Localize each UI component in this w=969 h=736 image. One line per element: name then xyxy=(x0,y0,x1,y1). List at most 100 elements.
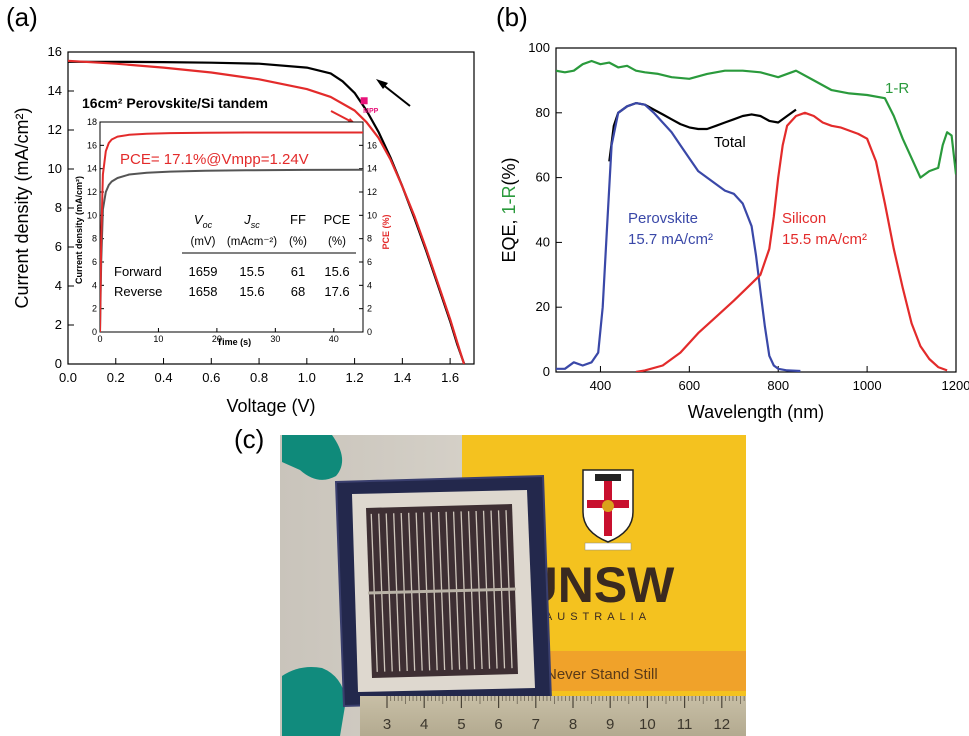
chart-a-title: 16cm² Perovskite/Si tandem xyxy=(82,95,268,111)
table-row-reverse-label: Reverse xyxy=(114,284,162,299)
inset-y2tick-label: 8 xyxy=(367,234,372,244)
inset-ytick-label: 6 xyxy=(92,257,97,267)
chart-b-curves xyxy=(556,59,956,372)
chart-b-ylabel: EQE, 1-R(%) xyxy=(499,157,519,262)
inset-y2tick-label: 10 xyxy=(367,210,377,220)
panel-b-label: (b) xyxy=(496,2,528,32)
chart-a-curves xyxy=(68,59,466,364)
inset-y2tick-label: 4 xyxy=(367,280,372,290)
cell-busbar xyxy=(367,587,517,595)
inset-y2tick-label: 6 xyxy=(367,257,372,267)
chart-b-xtick-label: 1000 xyxy=(853,378,882,393)
table-row-reverse-jsc: 15.6 xyxy=(239,284,264,299)
chart-b-ytick-label: 40 xyxy=(536,234,550,249)
inset-ytick-label: 8 xyxy=(92,234,97,244)
tandem-cell xyxy=(334,474,553,708)
curve-silicon xyxy=(635,111,948,372)
ruler-number: 12 xyxy=(713,716,730,733)
table-unit-jsc: (mAcm⁻²) xyxy=(227,236,277,248)
unsw-crest-icon xyxy=(582,469,634,551)
table-header-pce: PCE xyxy=(324,212,351,227)
chart-b-ytick-label: 80 xyxy=(536,105,550,120)
series-label-silicon: Silicon xyxy=(782,210,826,227)
table-row-forward-voc: 1659 xyxy=(189,264,218,279)
inset-pce-text: PCE= 17.1%@Vmpp=1.24V xyxy=(120,151,309,168)
inset-ytick-label: 10 xyxy=(87,210,97,220)
series-label-total: Total xyxy=(714,134,746,151)
chart-a-xtick-label: 0.8 xyxy=(250,370,268,385)
mpp-marker xyxy=(360,97,368,105)
chart-a-xtick-label: 1.0 xyxy=(298,370,316,385)
table-row-forward-jsc: 15.5 xyxy=(239,264,264,279)
inset-table: Voc Jsc FF PCE (mV) (mAcm⁻²) (%) (%) For… xyxy=(114,212,356,299)
inset-xtick-label: 40 xyxy=(329,334,339,344)
inset-y2tick-label: 0 xyxy=(367,327,372,337)
chart-b-xlabel: Wavelength (nm) xyxy=(688,402,824,422)
chart-a-ylabel: Current density (mA/cm²) xyxy=(12,107,32,308)
series-label-perovskite: Perovskite xyxy=(628,210,698,227)
inset-ytick-label: 16 xyxy=(87,140,97,150)
series-value-silicon: 15.5 mA/cm² xyxy=(782,231,867,248)
chart-a-xtick-label: 1.4 xyxy=(393,370,411,385)
chart-b-ytick-label: 20 xyxy=(536,299,550,314)
table-row-forward-pce: 15.6 xyxy=(324,264,349,279)
gloved-thumb xyxy=(282,667,346,736)
chart-b-xtick-label: 600 xyxy=(678,378,700,393)
chart-a-ytick-label: 10 xyxy=(48,161,62,176)
inset-y2label: PCE (%) xyxy=(381,214,391,249)
chart-a-xtick-label: 1.6 xyxy=(441,370,459,385)
panel-c-label: (c) xyxy=(234,424,264,454)
jv-curve-forward xyxy=(68,59,466,364)
chart-b-ytick-label: 0 xyxy=(543,364,550,379)
inset-xtick-label: 30 xyxy=(270,334,280,344)
inset-ytick-label: 18 xyxy=(87,117,97,127)
chart-b-xtick-label: 800 xyxy=(767,378,789,393)
unsw-logo-subtext: AUSTRALIA xyxy=(545,611,651,623)
table-row-reverse-ff: 68 xyxy=(291,284,305,299)
table-header-ff: FF xyxy=(290,212,306,227)
chart-a-ytick-label: 4 xyxy=(55,278,62,293)
inset-ytick-label: 14 xyxy=(87,164,97,174)
ruler-number: 10 xyxy=(639,716,656,733)
inset-curves xyxy=(100,131,363,332)
table-header-jsc: Jsc xyxy=(243,212,260,230)
inset-xtick-label: 10 xyxy=(153,334,163,344)
chart-a-ytick-label: 16 xyxy=(48,44,62,59)
inset-current-trace xyxy=(100,168,363,332)
table-unit-pce: (%) xyxy=(328,236,346,248)
chart-b-xtick-label: 1200 xyxy=(942,378,969,393)
chart-a-ytick-label: 6 xyxy=(55,239,62,254)
ruler-number: 9 xyxy=(606,716,614,733)
chart-a-xtick-label: 0.6 xyxy=(202,370,220,385)
chart-a-ytick-label: 14 xyxy=(48,83,62,98)
inset-xtick-label: 20 xyxy=(212,334,222,344)
chart-b-ytick-label: 60 xyxy=(536,170,550,185)
chart-b: 400 600 800 1000 1200 0 20 40 60 80 100 Wavelength… xyxy=(499,40,969,422)
ruler-number: 4 xyxy=(420,716,428,733)
chart-a-ytick-label: 0 xyxy=(55,356,62,371)
chart-a: 0.0 0.2 0.4 0.6 0.8 1.0 1.2 1.4 1.60246810121416… xyxy=(12,44,475,416)
reverse-scan-arrow xyxy=(376,79,411,107)
chart-a-xtick-label: 0.2 xyxy=(107,370,125,385)
inset-y2tick-label: 14 xyxy=(367,164,377,174)
gloved-finger xyxy=(282,435,343,480)
panel-a-label: (a) xyxy=(6,2,38,32)
inset-ytick-label: 12 xyxy=(87,187,97,197)
chart-b-ticks: 400 600 800 1000 1200 0 20 40 60 80 100 xyxy=(528,40,969,393)
inset-ytick-label: 2 xyxy=(92,304,97,314)
inset-xtick-label: 0 xyxy=(97,334,102,344)
chart-a-xtick-label: 1.2 xyxy=(346,370,364,385)
table-row-forward-label: Forward xyxy=(114,264,162,279)
chart-a-xlabel: Voltage (V) xyxy=(226,396,315,416)
ruler-number: 6 xyxy=(494,716,502,733)
inset-ytick-label: 0 xyxy=(92,327,97,337)
table-row-reverse-pce: 17.6 xyxy=(324,284,349,299)
chart-a-xtick-label: 0.4 xyxy=(154,370,172,385)
ruler-marks: 3 4 5 6 7 8 9 10 11 12 xyxy=(383,696,745,733)
motto-band xyxy=(530,651,746,691)
